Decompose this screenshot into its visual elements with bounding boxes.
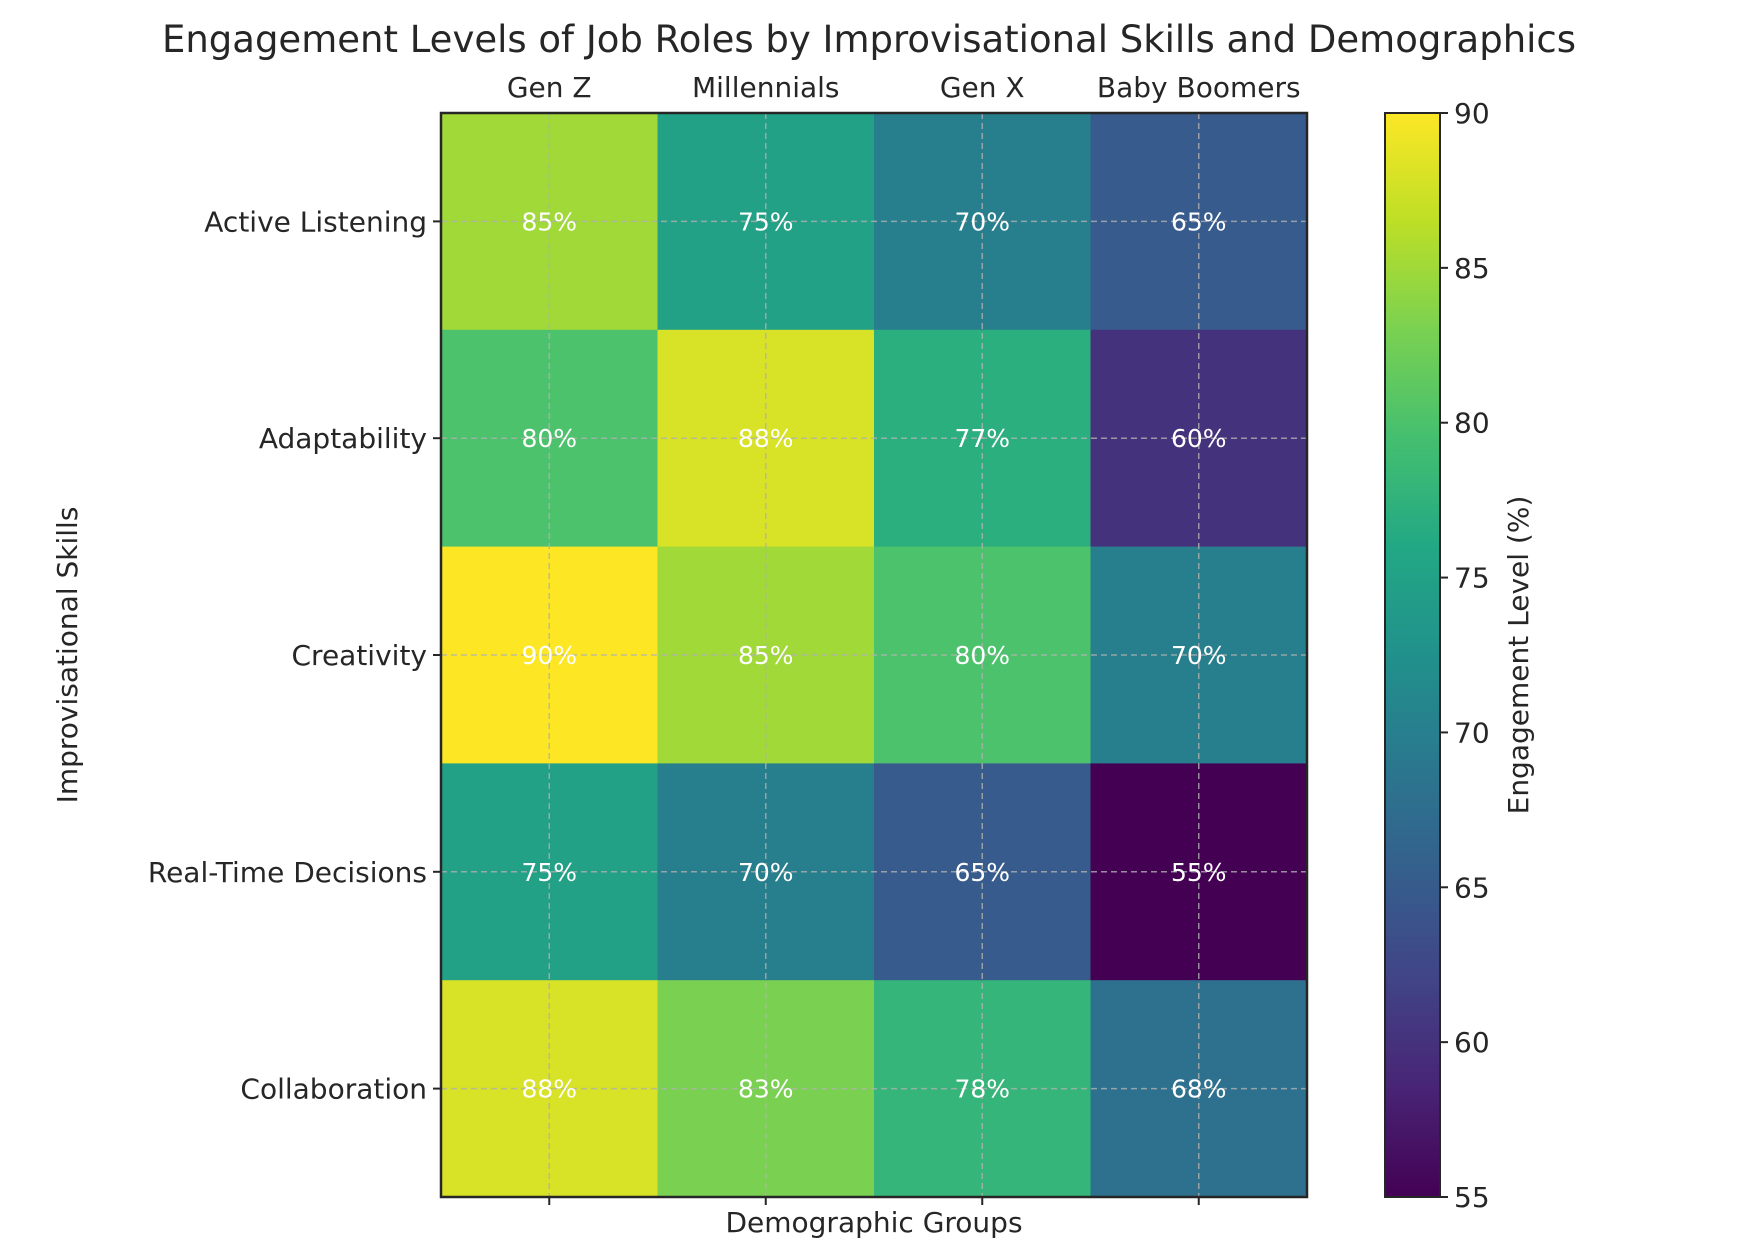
cell-value-label: 60%	[1171, 424, 1227, 453]
cell-value-label: 80%	[954, 641, 1010, 670]
y-axis-label: Improvisational Skills	[51, 507, 84, 804]
cell-value-label: 70%	[954, 207, 1010, 236]
colorbar-tick-label: 70	[1454, 716, 1490, 749]
colorbar-tick-label: 60	[1454, 1026, 1490, 1059]
cell-value-labels: 85% 75% 70% 65% 80% 88% 77% 60% 90% 85% 80% 70% 75% 7…	[521, 207, 1226, 1103]
cell-value-label: 85%	[521, 207, 577, 236]
cell-value-label: 68%	[1171, 1075, 1227, 1104]
colorbar-tick-label: 75	[1454, 562, 1490, 595]
cell-value-label: 70%	[738, 858, 794, 887]
cell-value-label: 65%	[954, 858, 1010, 887]
colorbar-tick-label: 90	[1454, 97, 1490, 130]
cell-value-label: 65%	[1171, 207, 1227, 236]
x-axis-label: Demographic Groups	[725, 1206, 1022, 1239]
colorbar-tick-label: 65	[1454, 871, 1490, 904]
cell-value-label: 77%	[954, 424, 1010, 453]
cell-value-label: 80%	[521, 424, 577, 453]
chart-title: Engagement Levels of Job Roles by Improv…	[162, 18, 1576, 61]
colorbar-tick-label: 85	[1454, 252, 1490, 285]
colorbar-tick-label: 80	[1454, 407, 1490, 440]
colorbar: 55 60 65 70 75 80 85 90 Engagement Level (%)	[1384, 97, 1535, 1214]
x-tick-label: Gen Z	[507, 71, 592, 104]
y-tick-label: Adaptability	[259, 422, 427, 455]
x-axis-ticks: Gen Z Millennials Gen X Baby Boomers	[507, 71, 1301, 1205]
x-tick-label: Baby Boomers	[1097, 71, 1301, 104]
colorbar-frame	[1384, 112, 1441, 1198]
cell-value-label: 85%	[738, 641, 794, 670]
grid-lines	[441, 113, 1307, 1197]
cell-value-label: 90%	[521, 641, 577, 670]
cell-value-label: 88%	[738, 424, 794, 453]
x-tick-label: Gen X	[940, 71, 1025, 104]
colorbar-tick-label: 55	[1454, 1181, 1490, 1214]
y-tick-label: Real-Time Decisions	[148, 856, 427, 889]
cell-value-label: 75%	[521, 858, 577, 887]
cell-value-label: 55%	[1171, 858, 1227, 887]
colorbar-gradient	[1385, 113, 1440, 1197]
cell-value-label: 70%	[1171, 641, 1227, 670]
y-tick-label: Creativity	[292, 639, 428, 672]
cell-value-label: 78%	[954, 1075, 1010, 1104]
cell-value-label: 75%	[738, 207, 794, 236]
y-tick-label: Collaboration	[240, 1073, 427, 1106]
cell-value-label: 83%	[738, 1075, 794, 1104]
colorbar-label: Engagement Level (%)	[1502, 496, 1535, 815]
y-axis-ticks: Active Listening Adaptability Creativity Re…	[148, 205, 441, 1106]
cell-value-label: 88%	[521, 1075, 577, 1104]
x-tick-label: Millennials	[692, 71, 840, 104]
y-tick-label: Active Listening	[204, 205, 427, 238]
colorbar-ticks: 55 60 65 70 75 80 85 90	[1440, 97, 1490, 1214]
